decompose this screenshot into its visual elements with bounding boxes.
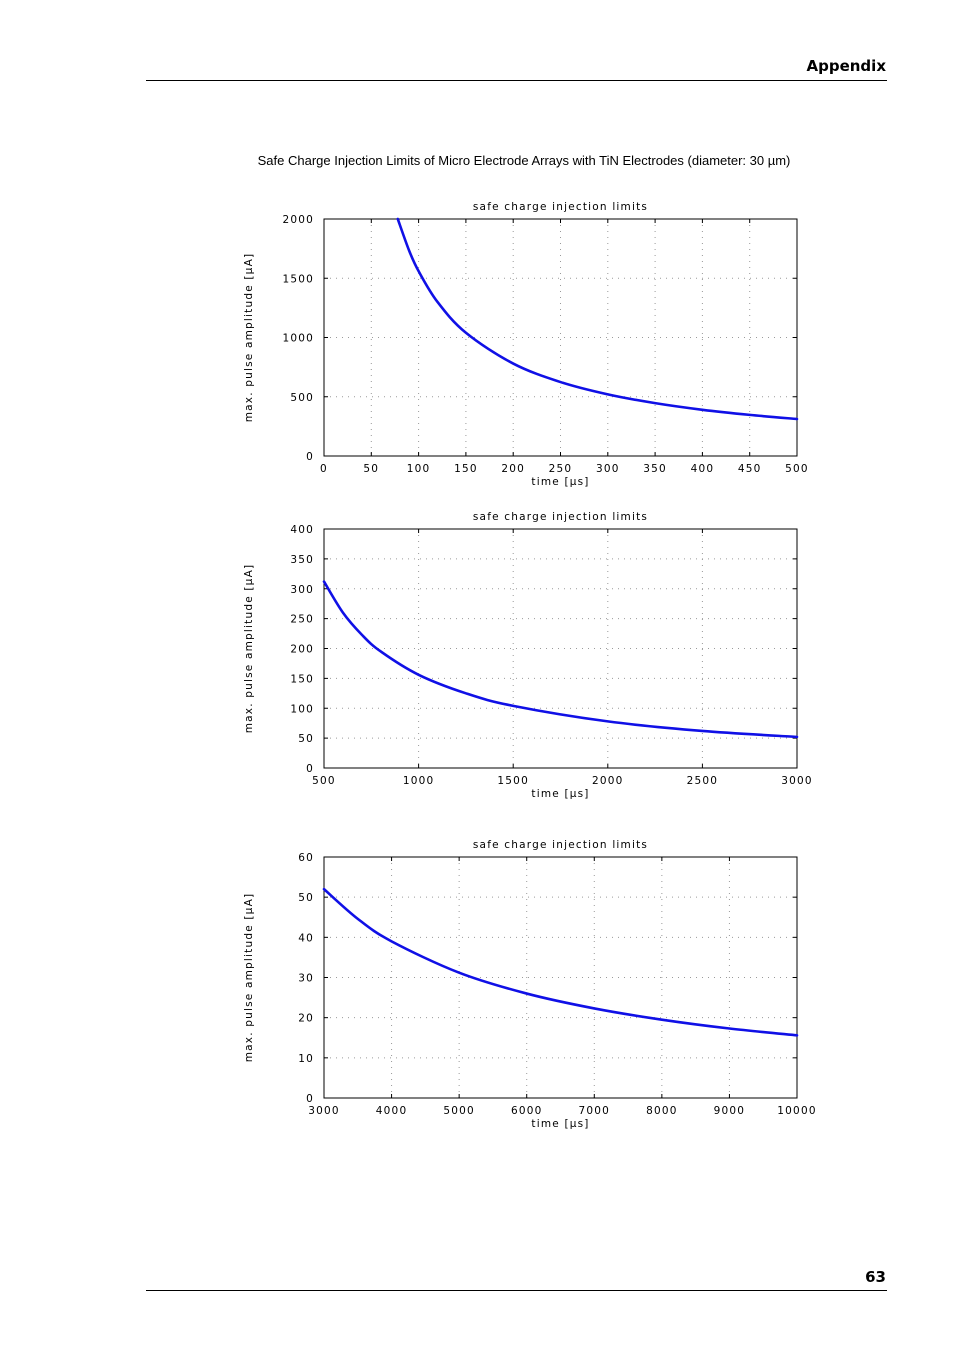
data-point	[701, 408, 704, 411]
data-point	[417, 270, 420, 272]
x-axis-label: time [µs]	[531, 1118, 589, 1130]
chart-safe-limits-3000-10000us: 3000 4000 5000 6000 7000 8000 9000 10000 0 10 20 30…	[243, 839, 816, 1130]
chart-safe-limits-500-3000us: 500 1000 1500 2000 2500 3000 0 50 100 150 200 250 30…	[243, 511, 813, 800]
x-tick-label: 3000	[308, 1105, 340, 1117]
series-line	[322, 580, 799, 739]
data-point	[458, 971, 460, 974]
x-tick-label: 450	[738, 463, 762, 475]
chart-title: safe charge injection limits	[473, 839, 648, 851]
x-tick-label: 3000	[781, 775, 813, 787]
x-tick-label: 300	[596, 463, 620, 475]
x-tick-label: 500	[312, 775, 336, 787]
chart-title: safe charge injection limits	[473, 511, 648, 523]
x-axis-label: time [µs]	[531, 788, 589, 800]
x-tick-label: 150	[454, 463, 478, 475]
x-tick-label: 100	[407, 463, 431, 475]
data-point	[390, 940, 393, 943]
x-tick-label: 5000	[443, 1105, 475, 1117]
x-tick-label: 0	[320, 463, 328, 475]
y-tick-label: 0	[306, 763, 314, 775]
data-point	[379, 650, 382, 653]
y-tick-label: 1500	[282, 273, 314, 285]
x-tick-label: 50	[363, 463, 379, 475]
y-axis-label: max. pulse amplitude [µA]	[243, 564, 255, 734]
data-point	[396, 218, 399, 220]
x-tick-label: 4000	[376, 1105, 408, 1117]
data-point	[436, 301, 439, 303]
data-point	[607, 393, 609, 396]
data-point	[323, 888, 325, 890]
y-tick-label: 150	[290, 673, 314, 685]
data-point	[512, 705, 514, 707]
data-point	[465, 692, 467, 695]
y-tick-label: 20	[298, 1013, 314, 1025]
x-tick-label: 8000	[646, 1105, 678, 1117]
data-point	[701, 730, 704, 732]
x-tick-label: 1000	[403, 775, 435, 787]
y-tick-label: 0	[306, 1093, 314, 1105]
data-point	[342, 611, 344, 614]
y-tick-label: 40	[298, 932, 314, 944]
y-tick-label: 50	[298, 892, 314, 904]
x-tick-label: 9000	[714, 1105, 746, 1117]
y-axis-label: max. pulse amplitude [µA]	[243, 253, 255, 423]
y-tick-label: 60	[298, 852, 314, 864]
data-point	[661, 1018, 663, 1021]
x-tick-label: 200	[501, 463, 525, 475]
x-tick-label: 2500	[687, 775, 719, 787]
x-tick-label: 7000	[579, 1105, 611, 1117]
series-line	[322, 887, 799, 1037]
page-number: 63	[865, 1268, 886, 1286]
x-axis-label: time [µs]	[531, 476, 589, 488]
y-tick-label: 250	[290, 614, 314, 626]
data-point	[593, 1007, 596, 1010]
data-point	[323, 580, 325, 583]
y-tick-label: 350	[290, 554, 314, 566]
x-tick-label: 1500	[497, 775, 529, 787]
data-point	[796, 736, 798, 738]
y-tick-label: 400	[290, 524, 314, 536]
x-tick-label: 10000	[777, 1105, 816, 1117]
y-tick-label: 50	[298, 733, 314, 745]
y-axis-label: max. pulse amplitude [µA]	[243, 893, 255, 1063]
data-point	[465, 331, 467, 334]
chart-safe-limits-0-500us: 0 50 100 150 200 250 300 350 400 450 500 0 500 1000 15…	[243, 201, 809, 488]
y-tick-label: 10	[298, 1053, 314, 1065]
data-point	[559, 381, 562, 383]
data-point	[356, 918, 359, 920]
series-line	[396, 217, 799, 421]
y-tick-label: 300	[290, 584, 314, 596]
data-point	[408, 249, 410, 252]
y-tick-label: 1000	[282, 333, 314, 345]
x-tick-label: 2000	[592, 775, 624, 787]
y-tick-label: 0	[306, 451, 314, 463]
footer-rule	[146, 1290, 887, 1291]
y-tick-label: 2000	[282, 214, 314, 226]
data-point	[361, 633, 363, 636]
y-tick-label: 200	[290, 644, 314, 656]
data-point	[796, 1034, 798, 1037]
data-point	[512, 362, 514, 365]
y-tick-label: 500	[290, 392, 314, 404]
x-tick-label: 250	[549, 463, 573, 475]
data-point	[417, 673, 420, 676]
data-point	[796, 418, 798, 420]
data-point	[654, 402, 656, 404]
page-header-title: Appendix	[806, 57, 887, 75]
x-tick-label: 350	[643, 463, 667, 475]
data-point	[728, 1027, 731, 1030]
y-tick-label: 30	[298, 973, 314, 985]
data-point	[607, 720, 609, 723]
x-tick-label: 400	[691, 463, 715, 475]
header-rule	[146, 80, 887, 81]
data-point	[525, 992, 528, 995]
x-tick-label: 500	[785, 463, 809, 475]
data-point	[748, 414, 751, 416]
y-tick-label: 100	[290, 703, 314, 715]
chart-title: safe charge injection limits	[473, 201, 648, 213]
figure-caption: Safe Charge Injection Limits of Micro El…	[257, 153, 791, 168]
x-tick-label: 6000	[511, 1105, 543, 1117]
